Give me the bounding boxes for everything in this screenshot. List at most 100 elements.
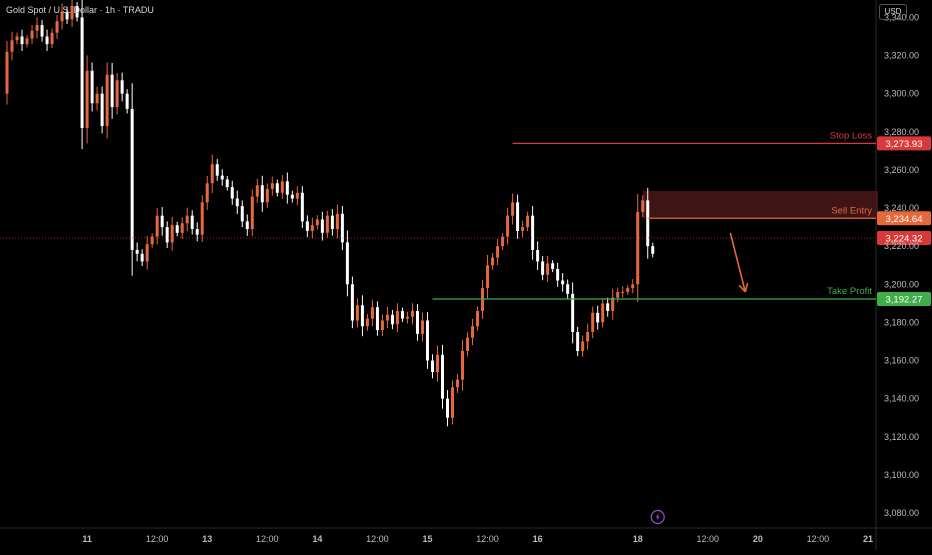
candle-body <box>50 32 54 45</box>
candle-body <box>415 310 419 334</box>
candle-body <box>290 194 294 199</box>
candle-body <box>305 221 309 231</box>
candle-body <box>325 215 329 233</box>
time-tick-label: 20 <box>753 534 763 544</box>
candle-body <box>130 108 134 250</box>
candle-body <box>295 192 299 199</box>
candle-body <box>320 219 324 233</box>
candle-body <box>250 196 254 230</box>
candle-body <box>370 307 374 319</box>
candle-body <box>456 379 460 388</box>
candle-body <box>631 284 635 289</box>
candle-body <box>601 303 605 323</box>
candle-body <box>400 310 404 319</box>
level-price-label: 3,192.27 <box>886 295 923 306</box>
price-tick-label: 3,340.00 <box>884 12 919 22</box>
candle-body <box>30 30 34 39</box>
candle-body <box>300 192 304 222</box>
candle-body <box>85 70 89 128</box>
candle-body <box>200 202 204 235</box>
candle-body <box>636 211 640 285</box>
candle-body <box>310 225 314 231</box>
candle-body <box>155 215 159 237</box>
candle-body <box>581 341 585 352</box>
candle-body <box>5 51 9 94</box>
level-name: Sell Entry <box>831 205 872 216</box>
candle-body <box>165 227 169 243</box>
price-axis: 3,080.00 3,100.00 3,120.00 3,140.00 3,160.00… <box>884 12 919 518</box>
candle-body <box>461 351 465 380</box>
candle-body <box>566 284 570 294</box>
candle-body <box>285 181 289 195</box>
candle-body <box>651 246 655 254</box>
price-tick-label: 3,300.00 <box>884 89 919 99</box>
candle-body <box>330 215 334 230</box>
candle-body <box>521 227 525 231</box>
candle-body <box>621 291 625 293</box>
candle-body <box>385 314 389 321</box>
candle-body <box>95 93 99 104</box>
current-price-label: 3,224.32 <box>886 233 923 244</box>
candle-body <box>531 215 535 250</box>
candle-body <box>420 320 424 334</box>
arrow-head <box>738 284 746 293</box>
time-tick-label: 21 <box>863 534 873 544</box>
time-tick-label: 12:00 <box>256 534 279 544</box>
time-tick-label: 18 <box>633 534 643 544</box>
level-price-label: 3,273.93 <box>886 139 923 150</box>
candle-body <box>446 398 450 418</box>
candle-body <box>355 305 359 321</box>
candle-body <box>350 284 354 321</box>
currency-button[interactable]: USD <box>879 4 907 20</box>
price-tick-label: 3,160.00 <box>884 356 919 366</box>
candle-body <box>596 312 600 323</box>
candle-body <box>140 253 144 262</box>
candle-body <box>380 320 384 331</box>
candle-body <box>556 269 560 281</box>
candle-body <box>335 213 339 230</box>
candle-body <box>15 36 19 41</box>
lightning-icon <box>650 509 665 525</box>
candle-body <box>225 179 229 188</box>
candle-body <box>561 280 565 285</box>
candle-body <box>180 223 184 233</box>
candle-body <box>265 188 269 203</box>
candle-body <box>40 25 44 37</box>
candle-body <box>551 263 555 270</box>
level-price-tag <box>877 292 931 307</box>
candle-body <box>135 249 139 254</box>
candle-body <box>195 229 199 235</box>
candle-body <box>70 6 74 20</box>
candle-body <box>255 185 259 197</box>
candle-body <box>641 200 645 212</box>
level-name: Take Profit <box>827 286 872 297</box>
candle-body <box>345 242 349 285</box>
candle-body <box>10 40 14 52</box>
candle-body <box>150 236 154 245</box>
candle-body <box>435 354 439 372</box>
candle-body <box>340 213 344 243</box>
candle-body <box>170 225 174 243</box>
price-tick-label: 3,240.00 <box>884 203 919 213</box>
candle-body <box>35 25 39 31</box>
time-tick-label: 11 <box>82 534 92 544</box>
time-tick-label: 12:00 <box>476 534 499 544</box>
candle-body <box>25 38 29 45</box>
candle-body <box>205 183 209 203</box>
candle-body <box>591 312 595 332</box>
candle-body <box>611 297 615 311</box>
candle-body <box>365 318 369 327</box>
candle-body <box>125 93 129 109</box>
candle-body <box>471 326 475 338</box>
candle-body <box>260 185 264 203</box>
candle-body <box>546 263 550 275</box>
symbol-title: Gold Spot / U.S. Dollar · 1h · TRADU <box>6 5 154 15</box>
candle-body <box>476 310 480 327</box>
candle-body <box>410 310 414 317</box>
candle-body <box>145 244 149 262</box>
candle-body <box>55 21 59 33</box>
price-tick-label: 3,280.00 <box>884 127 919 137</box>
candle-body <box>425 320 429 361</box>
